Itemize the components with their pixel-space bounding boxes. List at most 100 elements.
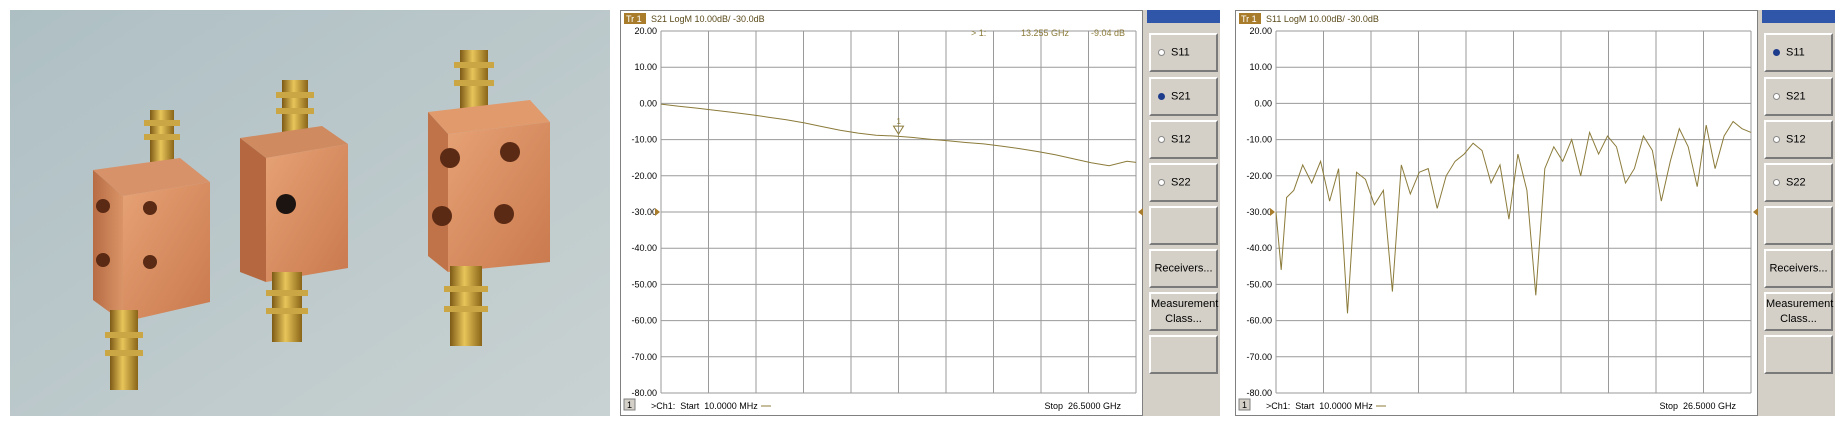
marker-freq: 13.255 GHz (1021, 28, 1070, 38)
softkey-s12[interactable]: S12 (1764, 120, 1833, 159)
footer-stop: Stop 26.5000 GHz (1044, 401, 1121, 411)
y-tick-label: -30.00 (1246, 207, 1272, 217)
y-tick-label: -20.00 (631, 171, 657, 181)
softkey-blank-7[interactable] (1764, 335, 1833, 374)
s11-trace (1275, 120, 1752, 314)
marker-1: 1 (892, 117, 905, 136)
marker-triangle (892, 125, 905, 136)
softkey-panel: S11 S21 S12 S22 Receivers... Measurement Clas… (1147, 10, 1220, 416)
softkey-measurement[interactable]: Measurement Class... (1764, 292, 1833, 331)
plot-grid (1275, 30, 1752, 394)
y-tick-label: -80.00 (1246, 388, 1272, 398)
softkey-measurement[interactable]: Measurement Class... (1149, 292, 1218, 331)
softkey-s22[interactable]: S22 (1764, 163, 1833, 202)
reference-arrow-right (1753, 208, 1758, 216)
y-tick-label: -60.00 (1246, 316, 1272, 326)
reference-arrow-left (1270, 208, 1275, 216)
y-tick-labels: 20.00 10.00 0.00 -10.00 -20.00 -30.00 -40.00 -5… (1246, 26, 1272, 398)
copper-filter-blocks-photo (10, 10, 610, 416)
softkey-label: S12 (1171, 133, 1191, 145)
plot-window: Tr 1 S11 LogM 10.00dB/ -30.0dB 20.00 10.0… (1235, 10, 1758, 416)
y-tick-label: 20.00 (634, 26, 657, 36)
softkey-receivers[interactable]: Receivers... (1764, 249, 1833, 288)
softkey-label: S22 (1786, 176, 1806, 188)
y-tick-label: -50.00 (631, 279, 657, 289)
softkey-s12[interactable]: S12 (1149, 120, 1218, 159)
y-tick-label: 10.00 (1249, 62, 1272, 72)
footer-start: >Ch1: Start 10.0000 MHz (651, 401, 758, 411)
y-tick-label: -10.00 (631, 135, 657, 145)
footer-start: >Ch1: Start 10.0000 MHz (1266, 401, 1373, 411)
plot-grid (660, 30, 1137, 394)
channel-box (623, 398, 636, 411)
radio-icon (1158, 135, 1165, 143)
y-tick-label: -80.00 (631, 388, 657, 398)
trace-box-label: Tr 1 (626, 14, 642, 24)
radio-icon (1773, 92, 1780, 100)
vna-screen-s21: Tr 1 S21 LogM 10.00dB/ -30.0dB 20.00 10.0… (620, 10, 1220, 416)
y-tick-label: -30.00 (631, 207, 657, 217)
softkey-blank-7[interactable] (1149, 335, 1218, 374)
s11-plot: Tr 1 S11 LogM 10.00dB/ -30.0dB 20.0010.0… (1238, 13, 1758, 411)
radio-selected-icon (1773, 48, 1780, 56)
marker-value: -9.04 dB (1091, 28, 1125, 38)
filter-blocks-photo (10, 10, 610, 416)
y-tick-label: 0.00 (639, 98, 657, 108)
radio-selected-icon (1158, 92, 1165, 100)
plot-window: Tr 1 S21 LogM 10.00dB/ -30.0dB 20.00 10.0… (620, 10, 1143, 416)
y-tick-labels: 20.00 10.00 0.00 -10.00 -20.00 -30.00 -40.00 -5… (631, 26, 657, 398)
channel-box-label: 1 (627, 400, 632, 410)
y-tick-label: 0.00 (1254, 98, 1272, 108)
softkey-s22[interactable]: S22 (1149, 163, 1218, 202)
vna-screen-s11: Tr 1 S11 LogM 10.00dB/ -30.0dB 20.00 10.0… (1235, 10, 1835, 416)
channel-box-label: 1 (1242, 400, 1247, 410)
softkey-label: S11 (1786, 46, 1805, 58)
y-tick-label: 20.00 (1249, 26, 1272, 36)
softkey-title-bar (1147, 10, 1220, 23)
softkey-label: Receivers... (1769, 262, 1828, 274)
softkey-label: Measurement Class... (1766, 297, 1834, 325)
y-tick-label: -10.00 (1246, 135, 1272, 145)
footer-stop: Stop 26.5000 GHz (1659, 401, 1736, 411)
softkey-blank-4[interactable] (1149, 206, 1218, 245)
marker-label: > 1: (971, 28, 986, 38)
softkey-label: S12 (1786, 133, 1806, 145)
radio-icon (1773, 178, 1780, 186)
softkey-receivers[interactable]: Receivers... (1149, 249, 1218, 288)
softkey-label: S21 (1171, 90, 1191, 102)
softkey-s11[interactable]: S11 (1764, 33, 1833, 72)
chart-title: S11 LogM 10.00dB/ -30.0dB (1266, 14, 1379, 24)
radio-icon (1158, 48, 1165, 56)
softkey-label: S21 (1786, 90, 1806, 102)
softkey-s11[interactable]: S11 (1149, 33, 1218, 72)
trace-box-label: Tr 1 (1241, 14, 1257, 24)
marker-number: 1 (897, 117, 902, 126)
trace-box (1239, 13, 1261, 24)
softkey-label: S22 (1171, 176, 1191, 188)
softkey-blank-4[interactable] (1764, 206, 1833, 245)
y-tick-label: -20.00 (1246, 171, 1272, 181)
trace-box (624, 13, 646, 24)
s21-plot: Tr 1 S21 LogM 10.00dB/ -30.0dB 20.0010.0… (623, 13, 1143, 411)
channel-box (1238, 398, 1251, 411)
y-tick-label: -70.00 (1246, 352, 1272, 362)
y-tick-label: -70.00 (631, 352, 657, 362)
softkey-s21[interactable]: S21 (1149, 77, 1218, 116)
softkey-title-bar (1762, 10, 1835, 23)
y-tick-label: -40.00 (631, 243, 657, 253)
reference-arrow-right (1138, 208, 1143, 216)
y-tick-label: 10.00 (634, 62, 657, 72)
softkey-s21[interactable]: S21 (1764, 77, 1833, 116)
radio-icon (1158, 178, 1165, 186)
y-tick-label: -60.00 (631, 316, 657, 326)
softkey-panel: S11 S21 S12 S22 Receivers... Measurement Clas… (1762, 10, 1835, 416)
reference-arrow-left (655, 208, 660, 216)
y-tick-label: -50.00 (1246, 279, 1272, 289)
softkey-label: S11 (1171, 46, 1190, 58)
softkey-label: Measurement Class... (1151, 297, 1219, 325)
softkey-label: Receivers... (1154, 262, 1213, 274)
radio-icon (1773, 135, 1780, 143)
y-tick-label: -40.00 (1246, 243, 1272, 253)
s21-trace (660, 103, 1137, 167)
chart-title: S21 LogM 10.00dB/ -30.0dB (651, 14, 765, 24)
